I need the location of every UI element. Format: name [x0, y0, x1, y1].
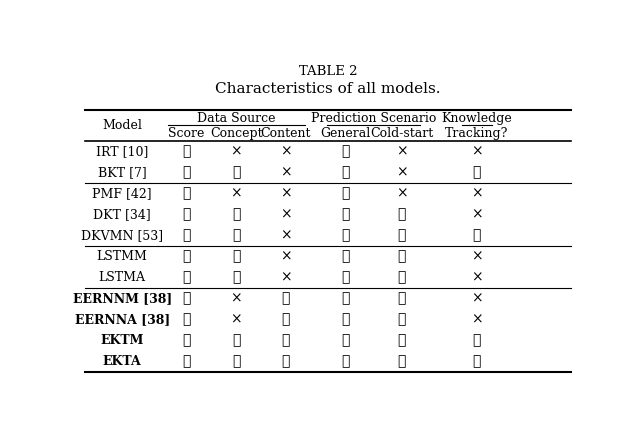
Text: ✓: ✓	[397, 355, 406, 368]
Text: ✓: ✓	[341, 312, 349, 326]
Text: ✓: ✓	[397, 207, 406, 221]
Text: Knowledge: Knowledge	[442, 112, 512, 125]
Text: ✓: ✓	[232, 355, 241, 368]
Text: ×: ×	[280, 271, 292, 284]
Text: ×: ×	[230, 144, 242, 158]
Text: Characteristics of all models.: Characteristics of all models.	[215, 81, 441, 95]
Text: ✓: ✓	[182, 291, 191, 305]
Text: EKTA: EKTA	[103, 355, 141, 368]
Text: PMF [42]: PMF [42]	[92, 187, 152, 200]
Text: ×: ×	[471, 271, 483, 284]
Text: ×: ×	[230, 187, 242, 200]
Text: ✓: ✓	[397, 228, 406, 242]
Text: Concept: Concept	[210, 127, 262, 140]
Text: ✓: ✓	[182, 144, 191, 158]
Text: ×: ×	[280, 228, 292, 242]
Text: ✓: ✓	[341, 334, 349, 348]
Text: ✓: ✓	[182, 165, 191, 180]
Text: ✓: ✓	[472, 334, 481, 348]
Text: ×: ×	[280, 144, 292, 158]
Text: ✓: ✓	[397, 291, 406, 305]
Text: ✓: ✓	[232, 228, 241, 242]
Text: ✓: ✓	[182, 312, 191, 326]
Text: IRT [10]: IRT [10]	[96, 145, 148, 158]
Text: ×: ×	[280, 187, 292, 200]
Text: ✓: ✓	[182, 207, 191, 221]
Text: ✓: ✓	[472, 228, 481, 242]
Text: ×: ×	[471, 187, 483, 200]
Text: ✓: ✓	[232, 207, 241, 221]
Text: ×: ×	[471, 249, 483, 264]
Text: DKVMN [53]: DKVMN [53]	[81, 229, 163, 242]
Text: DKT [34]: DKT [34]	[93, 208, 151, 221]
Text: ✓: ✓	[232, 249, 241, 264]
Text: ✓: ✓	[341, 271, 349, 284]
Text: TABLE 2: TABLE 2	[299, 65, 357, 77]
Text: ✓: ✓	[182, 249, 191, 264]
Text: EERNNM [38]: EERNNM [38]	[72, 292, 172, 305]
Text: ✓: ✓	[341, 187, 349, 200]
Text: ✓: ✓	[341, 228, 349, 242]
Text: Model: Model	[102, 119, 142, 132]
Text: ✓: ✓	[182, 228, 191, 242]
Text: ×: ×	[230, 312, 242, 326]
Text: ×: ×	[471, 291, 483, 305]
Text: Prediction Scenario: Prediction Scenario	[310, 112, 436, 125]
Text: ✓: ✓	[282, 312, 290, 326]
Text: ✓: ✓	[397, 312, 406, 326]
Text: ×: ×	[280, 249, 292, 264]
Text: ×: ×	[280, 207, 292, 221]
Text: ✓: ✓	[232, 334, 241, 348]
Text: LSTMA: LSTMA	[99, 271, 146, 284]
Text: ✓: ✓	[282, 334, 290, 348]
Text: ×: ×	[396, 187, 407, 200]
Text: ✓: ✓	[182, 271, 191, 284]
Text: ✓: ✓	[182, 334, 191, 348]
Text: LSTMM: LSTMM	[97, 250, 148, 263]
Text: ×: ×	[471, 312, 483, 326]
Text: ✓: ✓	[341, 144, 349, 158]
Text: General: General	[320, 127, 371, 140]
Text: ×: ×	[471, 207, 483, 221]
Text: EKTM: EKTM	[100, 334, 144, 347]
Text: ×: ×	[396, 165, 407, 180]
Text: Tracking?: Tracking?	[445, 127, 509, 140]
Text: Cold-start: Cold-start	[370, 127, 433, 140]
Text: ×: ×	[471, 144, 483, 158]
Text: ✓: ✓	[472, 165, 481, 180]
Text: ✓: ✓	[397, 334, 406, 348]
Text: ×: ×	[230, 291, 242, 305]
Text: ✓: ✓	[182, 187, 191, 200]
Text: Content: Content	[260, 127, 311, 140]
Text: ×: ×	[280, 165, 292, 180]
Text: ✓: ✓	[182, 355, 191, 368]
Text: ✓: ✓	[397, 249, 406, 264]
Text: ✓: ✓	[397, 271, 406, 284]
Text: EERNNA [38]: EERNNA [38]	[74, 313, 170, 326]
Text: ✓: ✓	[282, 355, 290, 368]
Text: Score: Score	[168, 127, 205, 140]
Text: BKT [7]: BKT [7]	[98, 166, 147, 179]
Text: ✓: ✓	[341, 291, 349, 305]
Text: Data Source: Data Source	[197, 112, 275, 125]
Text: ✓: ✓	[232, 165, 241, 180]
Text: ×: ×	[396, 144, 407, 158]
Text: ✓: ✓	[341, 355, 349, 368]
Text: ✓: ✓	[341, 165, 349, 180]
Text: ✓: ✓	[282, 291, 290, 305]
Text: ✓: ✓	[341, 207, 349, 221]
Text: ✓: ✓	[232, 271, 241, 284]
Text: ✓: ✓	[341, 249, 349, 264]
Text: ✓: ✓	[472, 355, 481, 368]
